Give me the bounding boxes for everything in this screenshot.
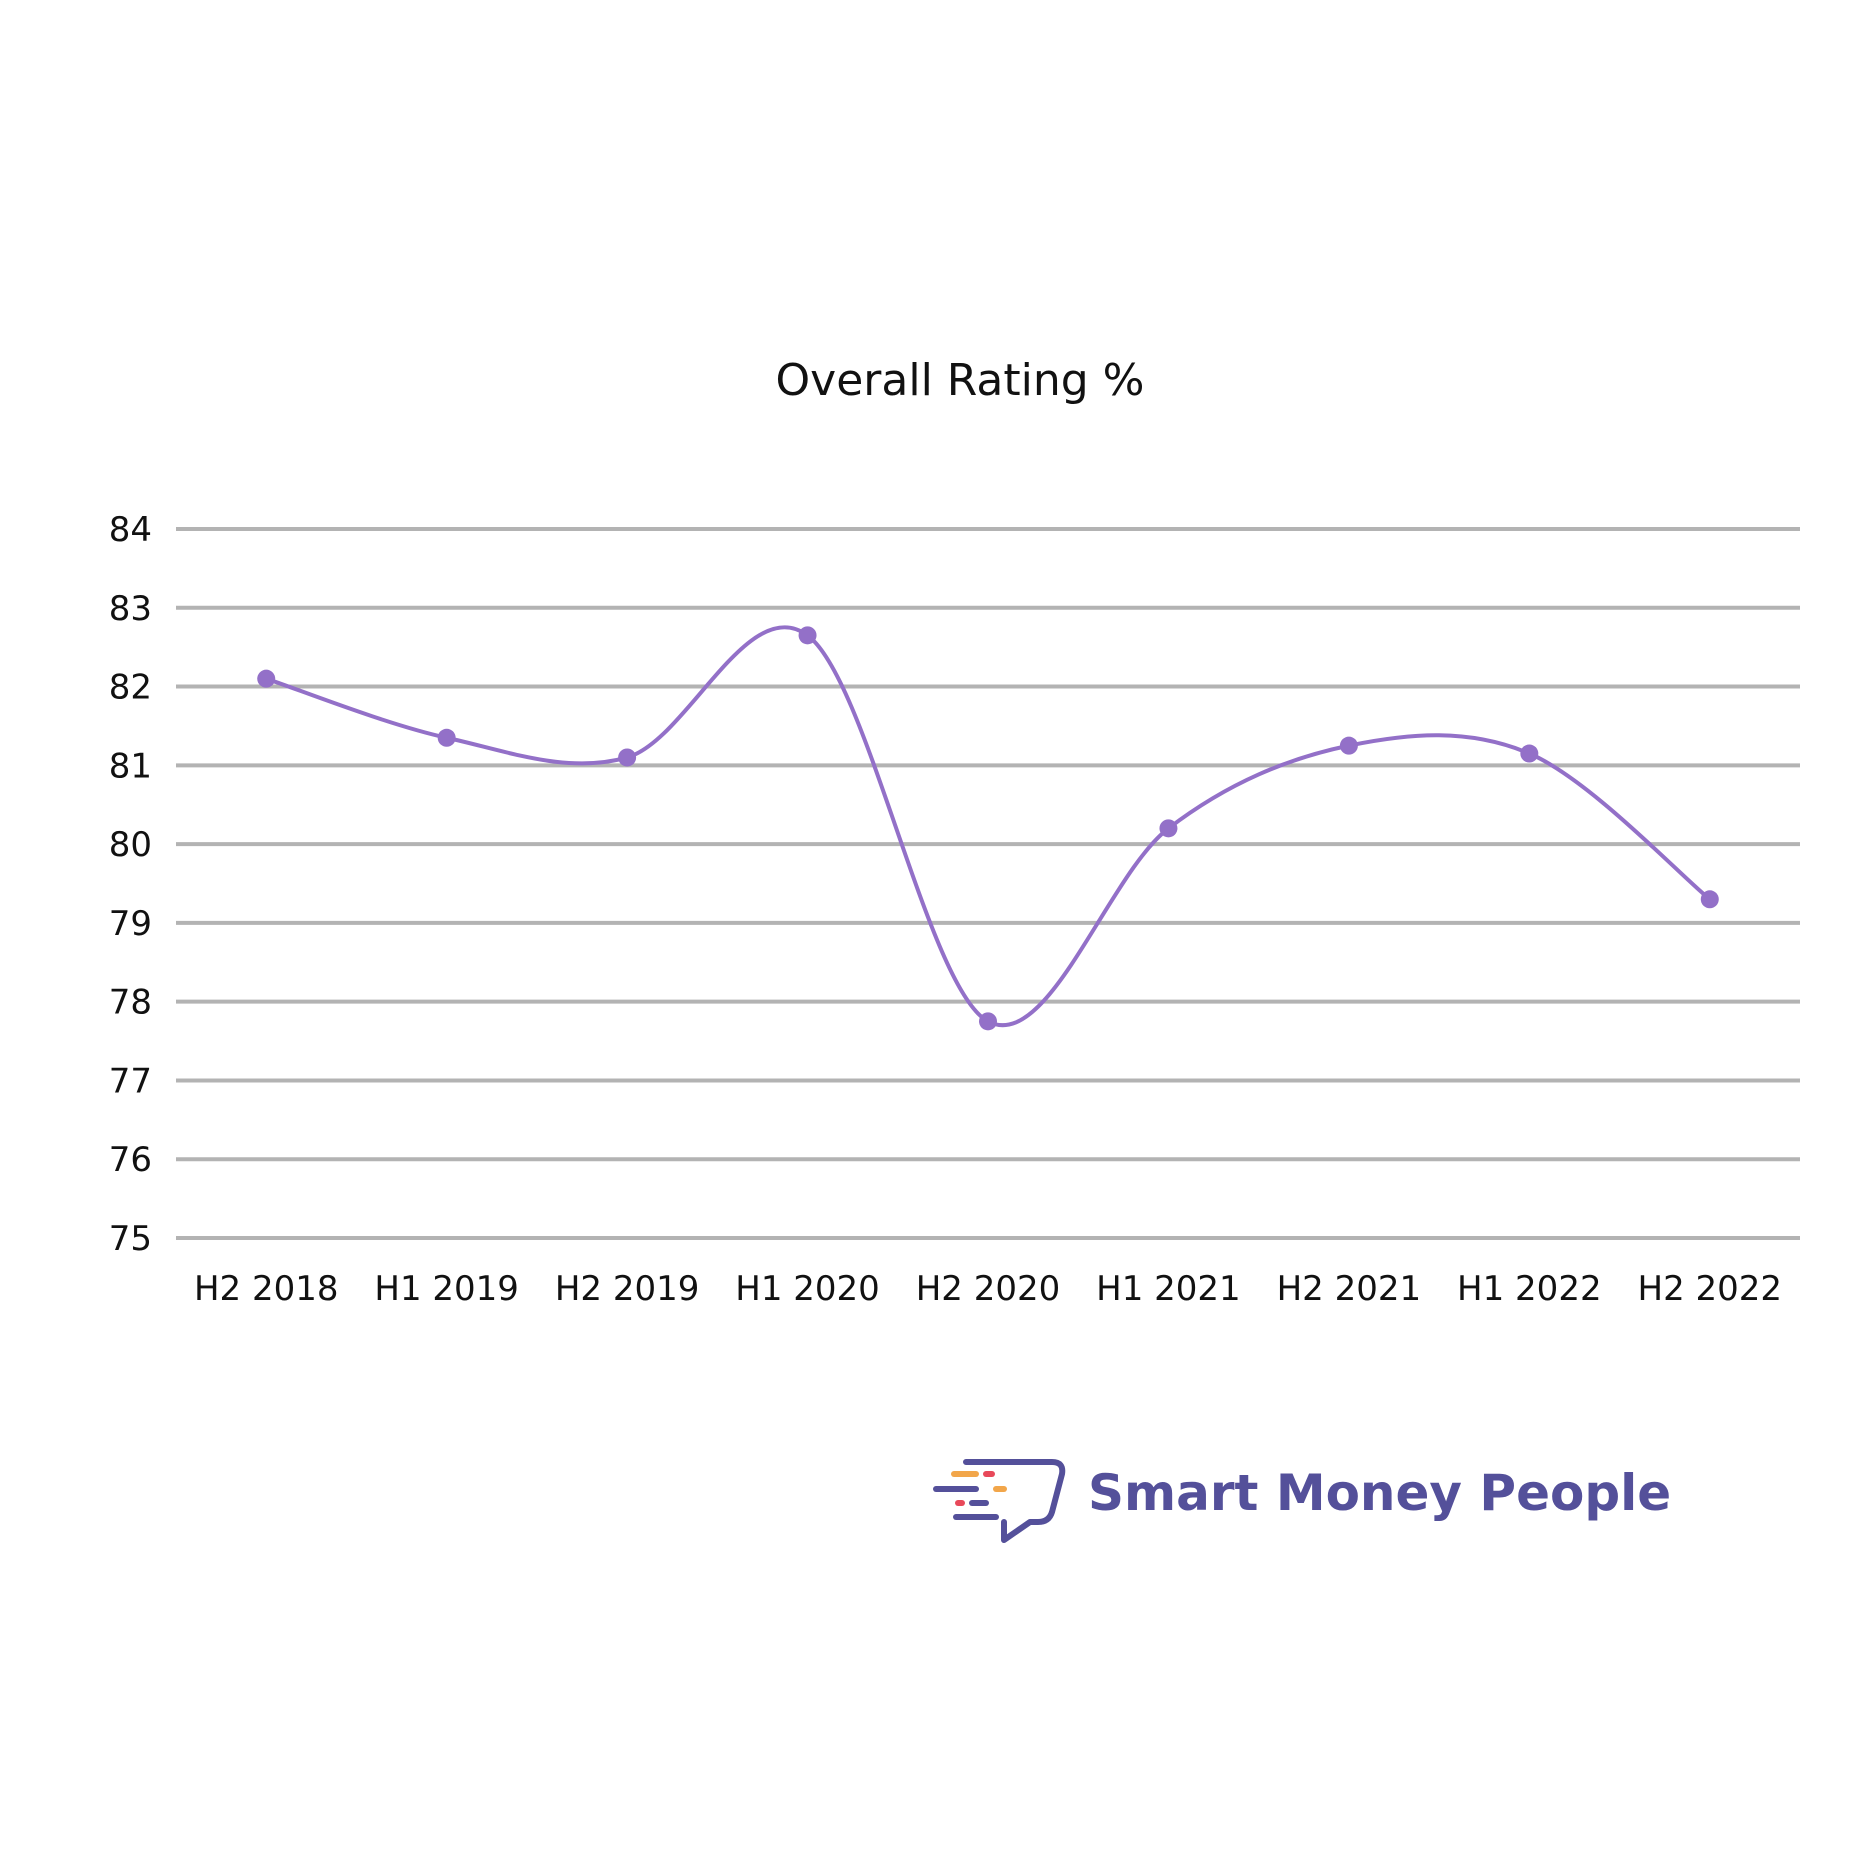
x-tick-label: H2 2022 [1638, 1269, 1783, 1309]
chart-title: Overall Rating % [776, 355, 1145, 406]
brand-logo: Smart Money People [933, 1459, 1671, 1543]
y-tick-label: 78 [109, 983, 152, 1023]
y-tick-label: 82 [109, 668, 152, 708]
data-point [798, 626, 817, 645]
x-tick-label: H2 2018 [194, 1269, 339, 1309]
data-point [979, 1012, 997, 1031]
y-tick-label: 79 [109, 904, 152, 944]
y-tick-label: 81 [109, 746, 152, 786]
data-point [1700, 890, 1719, 909]
x-tick-label: H2 2021 [1277, 1269, 1422, 1309]
data-point [437, 728, 456, 747]
data-point [1159, 819, 1178, 838]
data-point [618, 748, 637, 767]
data-point [1339, 736, 1358, 755]
series-line [265, 625, 1712, 1027]
x-tick-label: H1 2021 [1096, 1269, 1241, 1309]
x-tick-label: H1 2022 [1457, 1269, 1602, 1309]
brand-name: Smart Money People [1088, 1464, 1671, 1522]
x-tick-label: H1 2019 [374, 1269, 519, 1309]
x-axis-ticks: H2 2018 H1 2019 H2 2019 H1 2020 H2 2020 H1 20… [194, 1269, 1782, 1309]
x-tick-label: H2 2020 [916, 1269, 1061, 1309]
x-tick-label: H2 2019 [555, 1269, 700, 1309]
y-tick-label: 84 [109, 510, 152, 550]
y-axis-ticks: 75 76 77 78 79 80 81 82 83 84 [109, 510, 152, 1259]
y-tick-label: 77 [109, 1061, 152, 1101]
y-tick-label: 83 [109, 589, 152, 629]
chat-bubble-logo-icon [933, 1459, 1066, 1543]
data-point [257, 669, 276, 688]
data-points [257, 626, 1719, 1031]
y-tick-label: 75 [109, 1219, 152, 1259]
data-point [1520, 744, 1539, 763]
y-tick-label: 76 [109, 1140, 152, 1180]
y-tick-label: 80 [109, 825, 152, 865]
x-tick-label: H1 2020 [735, 1269, 880, 1309]
grid-lines [176, 527, 1800, 1240]
